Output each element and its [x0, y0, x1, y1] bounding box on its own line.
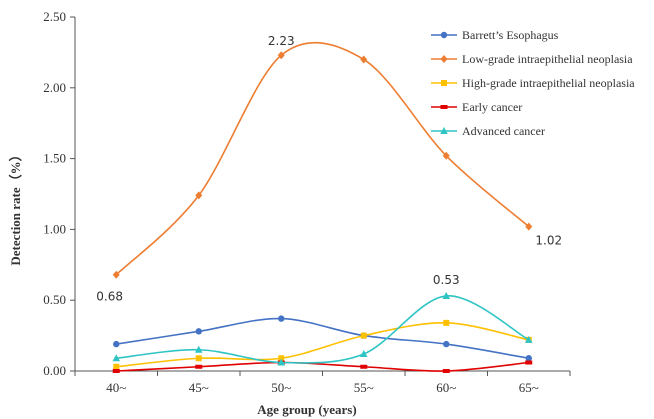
data-point: [195, 364, 203, 369]
data-point: [194, 345, 203, 353]
y-tick-label: 2.50: [43, 9, 66, 24]
data-point: [360, 364, 368, 369]
legend-label: Low-grade intraepithelial neoplasia: [462, 52, 633, 66]
x-tick-label: 50~: [271, 380, 291, 395]
data-label: 0.53: [433, 273, 460, 287]
legend-item: Early cancer: [431, 100, 522, 114]
data-point: [195, 191, 203, 200]
data-labels: 0.68 2.23 1.02 0.53: [96, 34, 562, 303]
y-tick-label: 1.50: [43, 151, 66, 166]
y-tick-label: 2.00: [43, 80, 66, 95]
plot-area: [112, 41, 533, 373]
data-point: [443, 340, 450, 348]
series-line: [116, 361, 529, 372]
y-tick-label: 0.50: [43, 292, 66, 307]
legend-marker: [440, 55, 448, 63]
legend-label: Advanced cancer: [462, 124, 545, 138]
legend-item: Low-grade intraepithelial neoplasia: [431, 52, 633, 66]
data-point: [112, 354, 121, 362]
series-1: [112, 41, 533, 279]
legend-label: Early cancer: [462, 100, 522, 114]
series-0: [113, 315, 532, 362]
series-line: [116, 322, 529, 368]
data-point: [195, 355, 202, 362]
legend-marker: [441, 80, 447, 86]
data-point: [443, 319, 450, 326]
data-point: [112, 369, 120, 373]
y-axis-title: Detection rate（%）: [8, 148, 23, 265]
data-point: [278, 355, 285, 362]
legend-item: Advanced cancer: [431, 124, 545, 138]
y-tick-label: 1.00: [43, 221, 66, 236]
legend-item: High-grade intraepithelial neoplasia: [431, 76, 635, 90]
legend-marker: [440, 31, 448, 39]
x-tick-label: 45~: [189, 380, 209, 395]
legend-label: Barrett’s Esophagus: [462, 28, 559, 42]
data-point: [525, 355, 532, 362]
data-point: [278, 315, 285, 322]
legend: Barrett’s Esophagus Low-grade intraepithe…: [431, 28, 635, 138]
data-point: [524, 335, 533, 343]
data-point: [113, 363, 120, 370]
y-axis: 0.00 0.50 1.00 1.50 2.00 2.50: [43, 9, 76, 378]
data-point: [113, 340, 120, 348]
data-point: [360, 55, 368, 64]
series-4: [112, 291, 533, 366]
legend-label: High-grade intraepithelial neoplasia: [462, 76, 635, 90]
x-axis: 40~ 45~ 50~ 55~ 60~ 65~: [74, 370, 571, 395]
data-label: 1.02: [535, 234, 562, 248]
x-tick-label: 60~: [436, 380, 456, 395]
data-point: [442, 151, 450, 160]
x-axis-title: Age group (years): [257, 402, 356, 417]
data-point: [195, 328, 202, 335]
series-line: [116, 295, 530, 364]
x-tick-label: 55~: [354, 380, 374, 395]
legend-marker: [440, 105, 448, 109]
series-line: [115, 41, 530, 276]
series-line: [116, 317, 529, 360]
data-label: 2.23: [268, 34, 295, 48]
data-point: [525, 222, 533, 231]
x-tick-label: 40~: [106, 380, 126, 395]
legend-item: Barrett’s Esophagus: [431, 28, 559, 42]
data-point: [277, 358, 286, 366]
data-point: [359, 350, 368, 358]
data-label: 0.68: [96, 290, 123, 304]
data-point: [112, 270, 120, 279]
data-point: [525, 360, 533, 365]
data-point: [442, 291, 451, 299]
x-tick-label: 65~: [519, 380, 539, 395]
legend-marker: [440, 127, 448, 134]
y-tick-label: 0.00: [43, 363, 66, 378]
data-point: [360, 332, 367, 339]
data-point: [442, 369, 450, 373]
data-point: [277, 51, 285, 60]
